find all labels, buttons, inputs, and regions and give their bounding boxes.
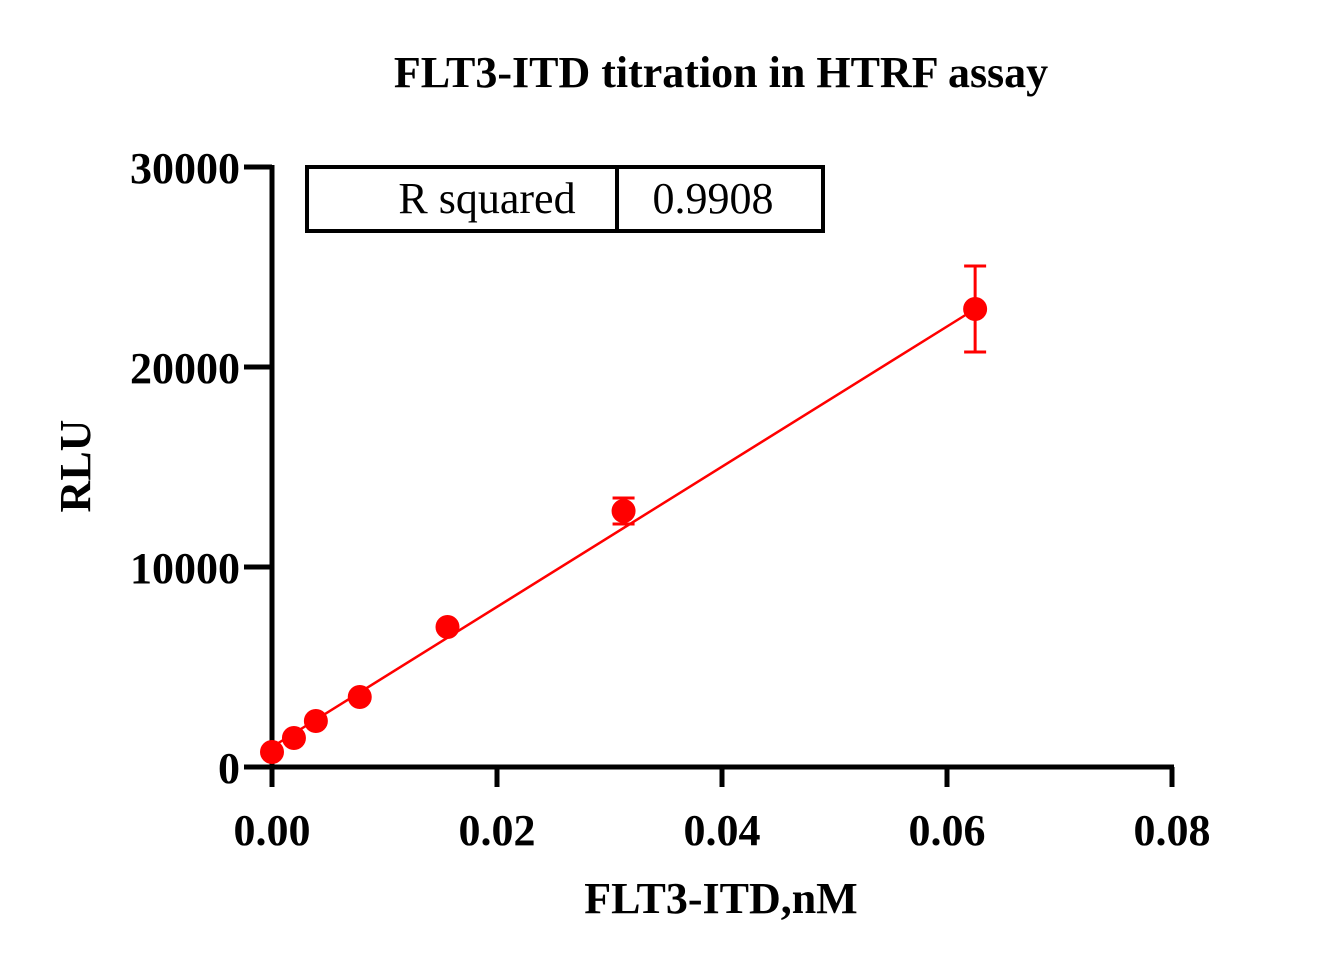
data-points [260, 297, 988, 764]
x-tick-label: 0.06 [909, 806, 986, 855]
x-axis-label: FLT3-ITD,nM [584, 874, 857, 923]
data-point [611, 499, 636, 523]
data-point [435, 615, 460, 639]
y-tick-label: 0 [218, 744, 240, 793]
r-squared-value: 0.9908 [653, 174, 774, 223]
r-squared-table-border [305, 165, 825, 233]
data-point [260, 740, 284, 764]
axes: 0 10000 20000 30000 0.00 0.02 0.04 0.06 0.08 [130, 144, 1211, 855]
data-point [281, 726, 306, 750]
y-axis-label: RLU [51, 420, 100, 513]
y-tick-label: 10000 [130, 544, 240, 593]
x-tick-label: 0.00 [234, 806, 311, 855]
fit-line [271, 307, 976, 749]
y-tick-label: 20000 [130, 344, 240, 393]
r-squared-label: R squared [398, 174, 575, 223]
data-point [303, 709, 328, 733]
data-point [963, 297, 988, 321]
error-bars [612, 264, 987, 526]
fit-line-group [271, 307, 976, 749]
chart-title: FLT3-ITD titration in HTRF assay [394, 48, 1048, 97]
r-squared-table: R squared 0.9908 [305, 165, 825, 233]
x-tick-label: 0.04 [684, 806, 761, 855]
y-tick-label: 30000 [130, 144, 240, 193]
x-tick-label: 0.02 [459, 806, 536, 855]
x-tick-label: 0.08 [1134, 806, 1211, 855]
data-point [347, 685, 372, 709]
